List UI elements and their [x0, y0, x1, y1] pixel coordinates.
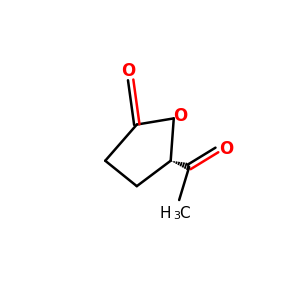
Text: 3: 3	[173, 211, 180, 221]
Text: O: O	[174, 107, 188, 125]
Text: O: O	[219, 140, 233, 158]
Text: O: O	[121, 62, 136, 80]
Text: C: C	[179, 206, 190, 221]
Text: H: H	[160, 206, 172, 221]
